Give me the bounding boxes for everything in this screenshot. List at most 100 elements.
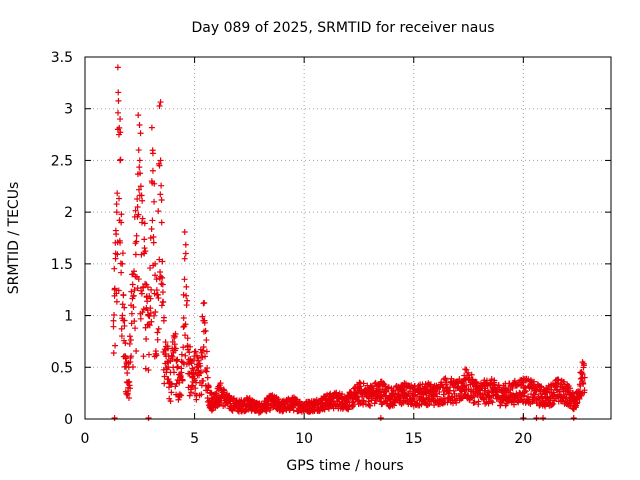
- data-point: [132, 207, 139, 214]
- data-point: [135, 112, 142, 119]
- data-point: [147, 265, 154, 272]
- data-point: [144, 298, 151, 305]
- data-point: [360, 380, 367, 387]
- data-point: [547, 386, 554, 393]
- y-tick-label: 1.5: [51, 257, 73, 273]
- data-point: [204, 365, 211, 372]
- data-point: [128, 310, 135, 317]
- data-point: [134, 285, 141, 292]
- data-point: [118, 333, 125, 340]
- data-point: [201, 319, 208, 326]
- data-point: [204, 387, 211, 394]
- data-point: [140, 353, 147, 360]
- data-point: [124, 369, 131, 376]
- data-point: [526, 396, 533, 403]
- data-point: [160, 298, 167, 305]
- data-point: [433, 390, 440, 397]
- data-point: [144, 284, 151, 291]
- data-point: [118, 269, 125, 276]
- data-point: [157, 191, 164, 198]
- data-point: [136, 164, 143, 171]
- data-point: [135, 147, 142, 154]
- y-axis-label: SRMTID / TECUs: [6, 182, 22, 295]
- data-point: [436, 389, 443, 396]
- data-point: [153, 276, 160, 283]
- data-point: [154, 329, 161, 336]
- grid: [85, 57, 611, 419]
- x-tick-label: 5: [190, 431, 199, 447]
- data-point: [463, 366, 470, 373]
- data-point: [195, 357, 202, 364]
- y-tick-label: 2.5: [51, 153, 73, 169]
- x-tick-label: 0: [81, 431, 90, 447]
- data-point: [136, 186, 143, 193]
- data-point: [141, 220, 148, 227]
- x-axis-ticks: 0 5 10 15 20: [81, 57, 532, 447]
- data-point: [198, 391, 205, 398]
- data-point: [178, 351, 185, 358]
- data-point: [118, 325, 125, 332]
- data-point: [132, 325, 139, 332]
- data-point: [137, 130, 144, 137]
- data-point: [149, 167, 156, 174]
- data-point: [199, 313, 206, 320]
- data-point: [173, 380, 180, 387]
- data-point: [137, 170, 144, 177]
- plot-frame: [84, 56, 612, 420]
- data-point: [129, 363, 136, 370]
- data-point: [159, 258, 166, 265]
- data-point: [157, 273, 164, 280]
- y-axis-ticks: 0 0.5 1 1.5 2 2.5 3 3.5: [51, 50, 611, 428]
- data-point: [200, 344, 207, 351]
- data-point: [141, 245, 148, 252]
- data-point: [157, 99, 164, 106]
- data-point: [159, 274, 166, 281]
- data-point: [425, 380, 432, 387]
- data-point: [118, 211, 125, 218]
- data-point: [129, 271, 136, 278]
- data-point: [203, 337, 210, 344]
- data-point: [129, 281, 136, 288]
- data-point: [561, 378, 568, 385]
- data-point: [133, 238, 140, 245]
- data-point: [531, 378, 538, 385]
- data-point: [147, 310, 154, 317]
- data-point: [158, 182, 165, 189]
- data-point: [183, 292, 190, 299]
- data-point: [194, 354, 201, 361]
- data-point: [161, 380, 168, 387]
- data-point: [146, 322, 153, 329]
- data-point: [171, 334, 178, 341]
- data-point: [136, 122, 143, 129]
- data-point: [339, 391, 346, 398]
- data-point: [279, 408, 286, 415]
- data-point: [174, 356, 181, 363]
- data-point: [385, 384, 392, 391]
- data-point: [117, 129, 124, 136]
- data-point: [137, 183, 144, 190]
- data-point: [149, 150, 156, 157]
- data-point: [137, 315, 144, 322]
- data-point: [114, 64, 121, 71]
- data-point: [468, 371, 475, 378]
- data-point: [489, 399, 496, 406]
- data-point: [189, 382, 196, 389]
- data-point: [550, 400, 557, 407]
- data-point: [128, 288, 135, 295]
- data-point: [197, 362, 204, 369]
- data-point: [154, 336, 161, 343]
- data-point: [151, 180, 158, 187]
- data-point: [158, 196, 165, 203]
- data-point: [111, 285, 118, 292]
- data-point: [148, 225, 155, 232]
- data-point: [113, 209, 120, 216]
- data-point: [471, 399, 478, 406]
- data-point: [153, 352, 160, 359]
- data-point: [148, 124, 155, 131]
- data-point: [117, 116, 124, 123]
- data-point: [201, 299, 208, 306]
- data-point: [121, 317, 128, 324]
- data-point: [138, 219, 145, 226]
- data-point: [148, 286, 155, 293]
